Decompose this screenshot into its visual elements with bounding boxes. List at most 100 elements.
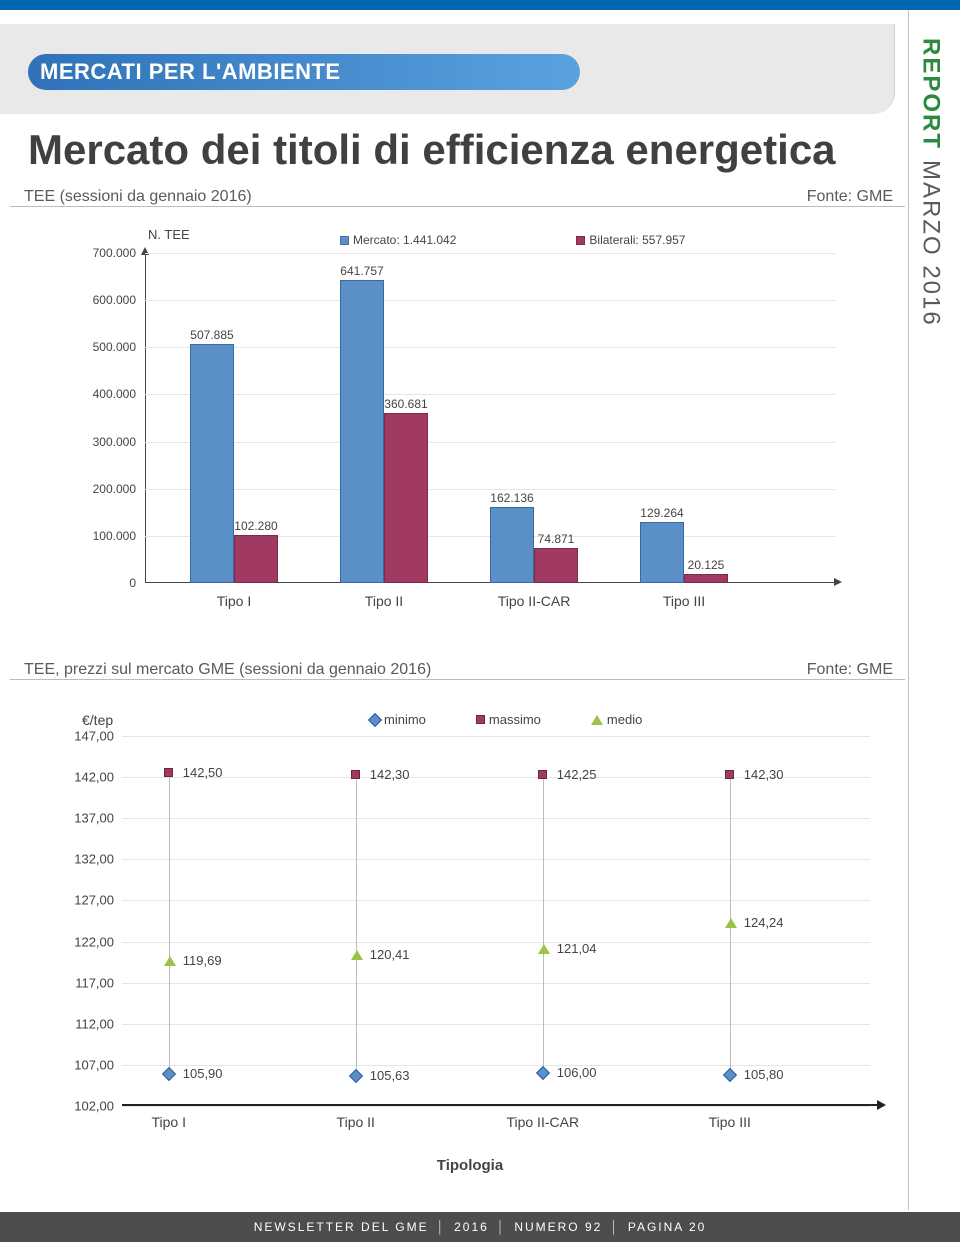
avg-marker-icon <box>351 950 363 960</box>
range-gridline <box>122 900 870 901</box>
bar-mercato <box>490 507 534 583</box>
footer-year: 2016 <box>454 1220 489 1234</box>
range-ytick: 102,00 <box>50 1099 114 1114</box>
avg-marker-icon <box>538 944 550 954</box>
range-gridline <box>122 1024 870 1025</box>
bar-bilaterali <box>234 535 278 583</box>
range-gridline <box>122 1106 870 1107</box>
bar-mercato-label: 641.757 <box>340 264 383 278</box>
triangle-icon <box>591 715 603 725</box>
topbar <box>0 0 960 10</box>
bar-bilaterali-label: 360.681 <box>384 397 427 411</box>
legend-max: massimo <box>476 712 541 727</box>
chart1-title: TEE (sessioni da gennaio 2016) <box>24 188 252 206</box>
ribbon-text: MERCATI PER L'AMBIENTE <box>40 59 341 85</box>
bar-bilaterali <box>384 413 428 583</box>
range-category-label: Tipo I <box>152 1114 187 1130</box>
legend-min-label: minimo <box>384 712 426 727</box>
bar-category-label: Tipo I <box>217 593 252 609</box>
range-chart: €/tep minimo massimo medio 102,00107,001… <box>40 700 900 1180</box>
min-marker-icon <box>536 1066 550 1080</box>
bar-chart-axis-title: N. TEE <box>148 227 190 242</box>
bar-gridline <box>145 394 836 395</box>
max-marker-icon <box>164 768 173 777</box>
range-gridline <box>122 736 870 737</box>
range-max-label: 142,25 <box>557 767 597 782</box>
range-gridline <box>122 1065 870 1066</box>
bar-gridline <box>145 489 836 490</box>
range-gridline <box>122 942 870 943</box>
min-marker-icon <box>723 1068 737 1082</box>
range-avg-label: 121,04 <box>557 941 597 956</box>
right-rail: REPORT MARZO 2016 <box>908 10 952 1210</box>
bar-ytick: 100.000 <box>40 529 136 543</box>
bar-category-label: Tipo II-CAR <box>498 593 571 609</box>
bar-ytick: 400.000 <box>40 387 136 401</box>
range-ytick: 137,00 <box>50 811 114 826</box>
range-span-line <box>543 775 544 1073</box>
bar-mercato-label: 129.264 <box>640 506 683 520</box>
bar-category-label: Tipo III <box>663 593 705 609</box>
range-plot: 102,00107,00112,00117,00122,00127,00132,… <box>122 736 870 1106</box>
legend-avg-label: medio <box>607 712 642 727</box>
range-ytick: 132,00 <box>50 852 114 867</box>
range-legend: minimo massimo medio <box>370 712 642 727</box>
max-marker-icon <box>725 770 734 779</box>
range-max-label: 142,50 <box>183 765 223 780</box>
chart1-header: TEE (sessioni da gennaio 2016) Fonte: GM… <box>10 174 905 207</box>
range-avg-label: 120,41 <box>370 947 410 962</box>
range-min-label: 105,80 <box>744 1067 784 1082</box>
diamond-icon <box>368 712 382 726</box>
range-unit: €/tep <box>82 712 113 728</box>
square-icon <box>476 715 485 724</box>
page-title: Mercato dei titoli di efficienza energet… <box>28 126 905 174</box>
bar-y-axis <box>145 253 146 583</box>
bar-mercato <box>640 522 684 583</box>
range-xlabel: Tipologia <box>437 1157 503 1174</box>
range-ytick: 117,00 <box>50 975 114 990</box>
bar-gridline <box>145 347 836 348</box>
bar-chart-legend: Mercato: 1.441.042 Bilaterali: 557.957 <box>340 233 685 247</box>
footer: NEWSLETTER DEL GME │ 2016 │ NUMERO 92 │ … <box>0 1212 960 1242</box>
range-ytick: 142,00 <box>50 770 114 785</box>
avg-marker-icon <box>164 956 176 966</box>
bar-bilaterali <box>534 548 578 583</box>
bar-ytick: 500.000 <box>40 340 136 354</box>
min-marker-icon <box>162 1067 176 1081</box>
legend-avg: medio <box>591 712 642 727</box>
footer-sep: │ <box>610 1220 620 1234</box>
avg-marker-icon <box>725 918 737 928</box>
bar-mercato <box>190 344 234 583</box>
range-max-label: 142,30 <box>744 767 784 782</box>
legend-swatch-mercato <box>340 236 349 245</box>
content: MERCATI PER L'AMBIENTE Mercato dei titol… <box>0 10 905 1210</box>
legend-swatch-bilaterali <box>576 236 585 245</box>
legend-label-mercato: Mercato: 1.441.042 <box>353 233 456 247</box>
range-span-line <box>169 773 170 1074</box>
legend-max-label: massimo <box>489 712 541 727</box>
bar-gridline <box>145 253 836 254</box>
legend-mercato: Mercato: 1.441.042 <box>340 233 456 247</box>
bar-bilaterali-label: 74.871 <box>538 532 575 546</box>
footer-sep: │ <box>437 1220 447 1234</box>
section-ribbon: MERCATI PER L'AMBIENTE <box>28 54 580 90</box>
range-min-label: 106,00 <box>557 1065 597 1080</box>
range-ytick: 127,00 <box>50 893 114 908</box>
legend-bilaterali: Bilaterali: 557.957 <box>576 233 685 247</box>
bar-ytick: 300.000 <box>40 435 136 449</box>
range-span-line <box>356 775 357 1077</box>
bar-chart: N. TEE Mercato: 1.441.042 Bilaterali: 55… <box>40 227 880 627</box>
range-ytick: 122,00 <box>50 934 114 949</box>
bar-bilaterali <box>684 574 728 583</box>
legend-min: minimo <box>370 712 426 727</box>
bar-bilaterali-label: 102.280 <box>234 519 277 533</box>
max-marker-icon <box>351 770 360 779</box>
range-gridline <box>122 859 870 860</box>
range-ytick: 147,00 <box>50 729 114 744</box>
range-ytick: 107,00 <box>50 1057 114 1072</box>
footer-page: PAGINA 20 <box>628 1220 706 1234</box>
min-marker-icon <box>349 1069 363 1083</box>
footer-newsletter: NEWSLETTER DEL GME <box>254 1220 429 1234</box>
rail-report: REPORT <box>917 38 945 150</box>
bar-mercato-label: 162.136 <box>490 491 533 505</box>
